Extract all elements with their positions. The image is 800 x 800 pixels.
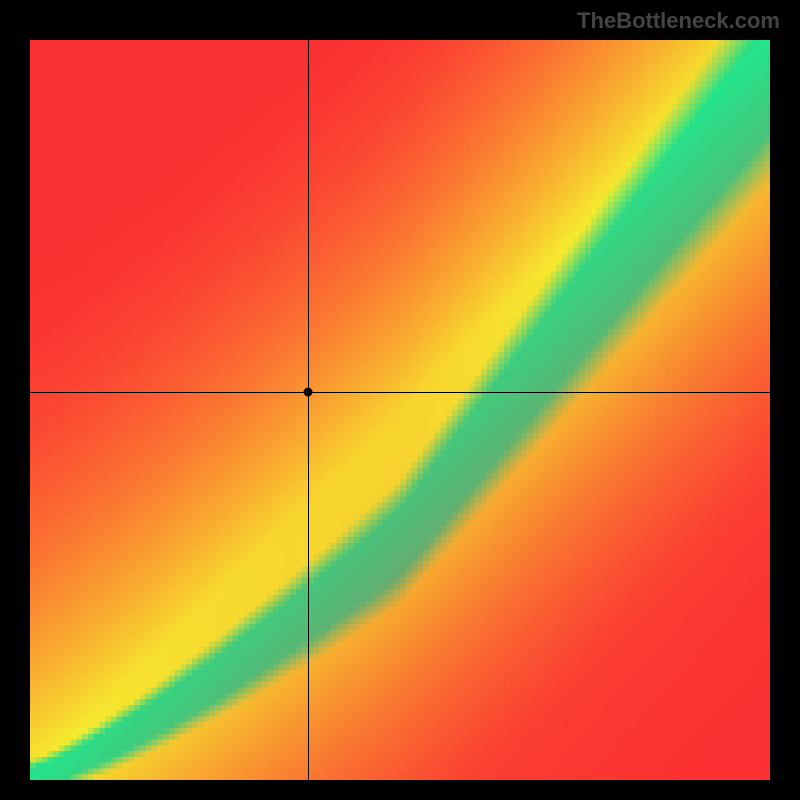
watermark-text: TheBottleneck.com [577,8,780,34]
bottleneck-heatmap [30,40,770,780]
crosshair-vertical [308,40,309,780]
crosshair-horizontal [30,392,770,393]
crosshair-point [304,387,313,396]
heatmap-canvas [30,40,770,780]
